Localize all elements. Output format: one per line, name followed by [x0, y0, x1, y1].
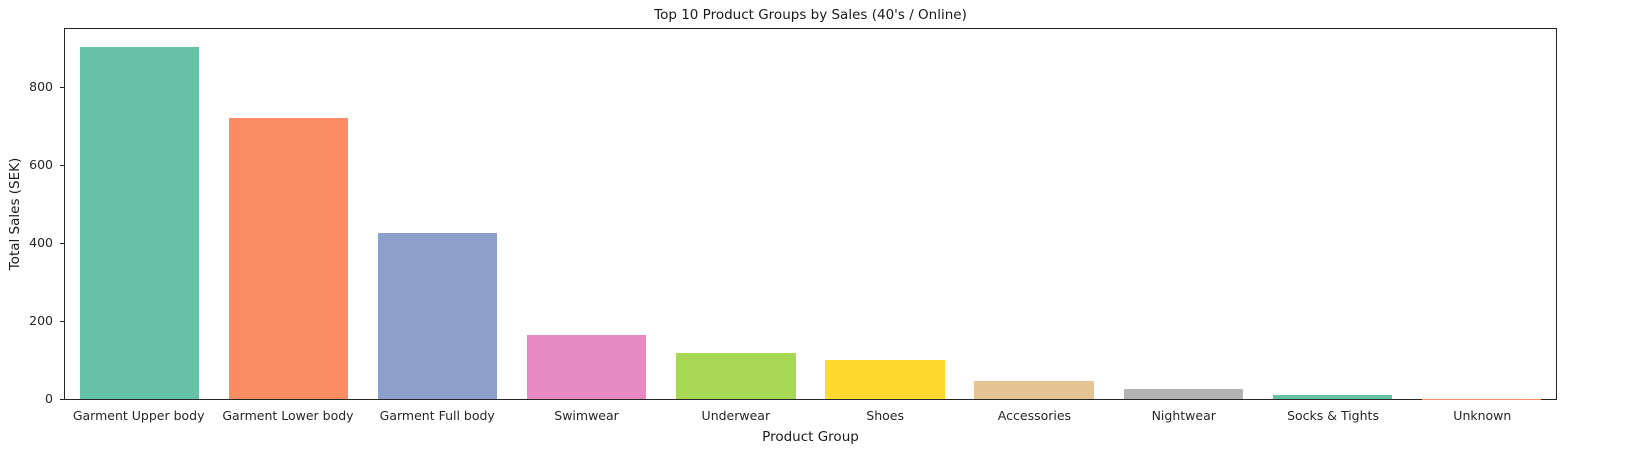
bar-slot — [512, 29, 661, 399]
x-tick-label: Unknown — [1453, 408, 1512, 423]
y-tick-label: 600 — [29, 157, 53, 173]
x-tick-label: Socks & Tights — [1287, 408, 1379, 423]
y-axis-ticks: 0 200 400 600 800 — [29, 29, 1556, 406]
x-axis-label: Product Group — [762, 429, 859, 445]
y-tick-mark — [60, 86, 65, 89]
bar — [378, 233, 498, 399]
plot-area: 0 200 400 600 800 — [29, 28, 1557, 406]
y-tick-mark — [60, 164, 65, 167]
y-tick-label: 800 — [29, 79, 53, 95]
bar — [825, 360, 945, 399]
bar-slot — [960, 29, 1109, 399]
bar-slot — [363, 29, 512, 399]
bar — [1272, 395, 1392, 399]
x-tick-labels: Garment Upper body Garment Lower body Garm… — [64, 408, 1557, 423]
y-tick-mark — [60, 398, 65, 400]
x-tick-label: Garment Upper body — [72, 408, 205, 423]
y-tick-mark — [60, 242, 65, 245]
x-tick-label: Accessories — [997, 408, 1072, 423]
y-tick-label: 0 — [45, 391, 53, 406]
x-tick-label: Shoes — [866, 408, 904, 423]
y-tick-label: 400 — [29, 235, 53, 251]
bar-slot — [65, 29, 214, 399]
bar-slot — [1407, 29, 1556, 399]
y-tick-label: 200 — [29, 313, 53, 329]
bar-slot — [1258, 29, 1407, 399]
y-axis-label: Total Sales (SEK) — [7, 157, 23, 271]
bar — [527, 335, 647, 399]
x-tick-label: Swimwear — [554, 408, 619, 423]
x-tick-label: Underwear — [701, 408, 771, 423]
chart-title: Top 10 Product Groups by Sales (40's / O… — [654, 7, 967, 23]
bar — [974, 381, 1094, 399]
y-tick-mark — [60, 320, 65, 323]
bar-slot — [810, 29, 959, 399]
bar-slot — [1109, 29, 1258, 399]
bar-slot — [661, 29, 810, 399]
x-tick-label: Garment Lower body — [222, 408, 354, 423]
bar-slot — [214, 29, 363, 399]
bar — [229, 117, 349, 399]
x-tick-label: Nightwear — [1151, 408, 1216, 423]
bars-container — [65, 29, 1556, 399]
bar — [1123, 389, 1243, 399]
x-tick-label: Garment Full body — [379, 408, 495, 423]
bar — [79, 46, 200, 399]
bar — [676, 353, 796, 399]
